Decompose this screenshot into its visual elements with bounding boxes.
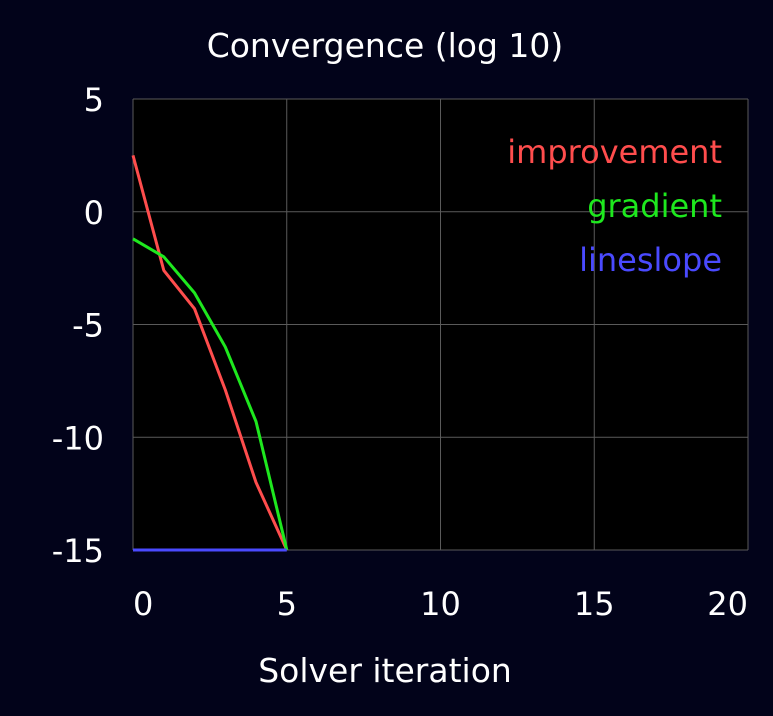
x-axis-label: Solver iteration (258, 651, 512, 690)
y-tick-label: -5 (72, 307, 104, 345)
chart-title: Convergence (log 10) (207, 26, 564, 65)
x-tick-label: 10 (420, 585, 461, 623)
y-tick-label: -10 (52, 419, 104, 457)
y-axis-ticks: 5 0 -5 -10 -15 (52, 81, 104, 570)
y-tick-label: 5 (84, 81, 104, 119)
y-tick-label: -15 (52, 532, 104, 570)
series-lines (131, 155, 289, 552)
series-line-gradient (132, 237, 289, 551)
x-tick-label: 15 (574, 585, 615, 623)
legend: improvement gradient lineslope (507, 133, 722, 279)
legend-entry-improvement: improvement (507, 133, 722, 171)
grid-lines (132, 98, 749, 551)
x-axis-ticks: 0 5 10 15 20 (133, 585, 748, 623)
x-tick-label: 5 (277, 585, 297, 623)
y-tick-label: 0 (84, 194, 104, 232)
legend-entry-gradient: gradient (587, 187, 722, 225)
legend-entry-lineslope: lineslope (579, 241, 722, 279)
series-line-improvement (131, 155, 289, 551)
x-tick-label: 0 (133, 585, 153, 623)
x-tick-label: 20 (707, 585, 748, 623)
